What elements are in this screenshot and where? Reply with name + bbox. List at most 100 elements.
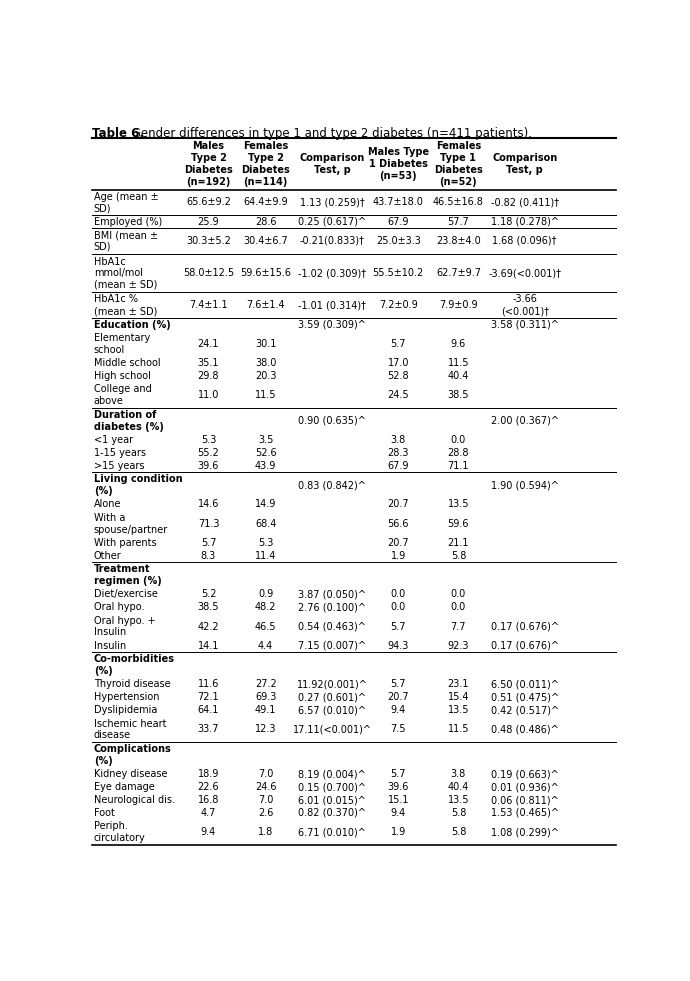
- Text: 0.0: 0.0: [391, 590, 406, 599]
- Text: 33.7: 33.7: [198, 724, 219, 735]
- Text: HbA1c %
(mean ± SD): HbA1c % (mean ± SD): [94, 294, 157, 316]
- Text: 7.6±1.4: 7.6±1.4: [246, 300, 285, 310]
- Text: 46.5±16.8: 46.5±16.8: [433, 197, 484, 207]
- Text: 0.90 (0.635)^: 0.90 (0.635)^: [298, 416, 366, 426]
- Text: 3.8: 3.8: [391, 436, 406, 445]
- Text: 46.5: 46.5: [255, 622, 277, 632]
- Text: 7.5: 7.5: [391, 724, 406, 735]
- Text: 62.7±9.7: 62.7±9.7: [436, 268, 481, 278]
- Text: 2.6: 2.6: [258, 808, 273, 818]
- Text: 1.68 (0.096)†: 1.68 (0.096)†: [493, 236, 557, 246]
- Text: 5.8: 5.8: [451, 827, 466, 837]
- Text: 0.0: 0.0: [391, 602, 406, 612]
- Text: 9.4: 9.4: [391, 705, 406, 715]
- Text: Ischemic heart
disease: Ischemic heart disease: [94, 719, 166, 741]
- Text: 7.4±1.1: 7.4±1.1: [189, 300, 228, 310]
- Text: 0.27 (0.601)^: 0.27 (0.601)^: [298, 693, 366, 702]
- Text: 6.57 (0.010)^: 6.57 (0.010)^: [298, 705, 366, 715]
- Text: 35.1: 35.1: [198, 358, 219, 368]
- Text: 30.1: 30.1: [255, 338, 277, 349]
- Text: 6.01 (0.015)^: 6.01 (0.015)^: [298, 796, 366, 805]
- Text: Comparison
Test, p: Comparison Test, p: [492, 153, 558, 175]
- Text: With parents: With parents: [94, 538, 157, 548]
- Text: 13.5: 13.5: [448, 796, 469, 805]
- Text: 40.4: 40.4: [448, 782, 469, 793]
- Text: Oral hypo. +
Insulin: Oral hypo. + Insulin: [94, 616, 155, 638]
- Text: 11.0: 11.0: [198, 390, 219, 400]
- Text: 3.8: 3.8: [451, 769, 466, 780]
- Text: 1.9: 1.9: [391, 551, 406, 561]
- Text: 52.8: 52.8: [388, 371, 409, 381]
- Text: 0.48 (0.486)^: 0.48 (0.486)^: [491, 724, 559, 735]
- Text: 2.00 (0.367)^: 2.00 (0.367)^: [491, 416, 559, 426]
- Text: 68.4: 68.4: [255, 519, 277, 529]
- Text: 20.7: 20.7: [388, 538, 409, 548]
- Text: 13.5: 13.5: [448, 499, 469, 509]
- Text: Diet/exercise: Diet/exercise: [94, 590, 157, 599]
- Text: 5.7: 5.7: [391, 622, 406, 632]
- Text: Employed (%): Employed (%): [94, 217, 162, 227]
- Text: Insulin: Insulin: [94, 641, 126, 650]
- Text: -3.66
(<0.001)†: -3.66 (<0.001)†: [501, 294, 549, 316]
- Text: 12.3: 12.3: [255, 724, 277, 735]
- Text: 0.19 (0.663)^: 0.19 (0.663)^: [491, 769, 559, 780]
- Text: 29.8: 29.8: [198, 371, 219, 381]
- Text: -1.01 (0.314)†: -1.01 (0.314)†: [298, 300, 366, 310]
- Text: 71.1: 71.1: [448, 461, 469, 471]
- Text: Neurological dis.: Neurological dis.: [94, 796, 175, 805]
- Text: 0.01 (0.936)^: 0.01 (0.936)^: [491, 782, 559, 793]
- Text: 14.1: 14.1: [198, 641, 219, 650]
- Text: 56.6: 56.6: [388, 519, 409, 529]
- Text: 64.4±9.9: 64.4±9.9: [244, 197, 288, 207]
- Text: Table 6.: Table 6.: [92, 127, 144, 139]
- Text: 0.17 (0.676)^: 0.17 (0.676)^: [491, 622, 559, 632]
- Text: 1.9: 1.9: [391, 827, 406, 837]
- Text: Co-morbidities
(%): Co-morbidities (%): [94, 654, 175, 676]
- Text: 5.7: 5.7: [391, 680, 406, 690]
- Text: Other: Other: [94, 551, 121, 561]
- Text: 15.4: 15.4: [448, 693, 469, 702]
- Text: Duration of
diabetes (%): Duration of diabetes (%): [94, 410, 164, 432]
- Text: 30.4±6.7: 30.4±6.7: [244, 236, 288, 246]
- Text: 4.7: 4.7: [201, 808, 216, 818]
- Text: 39.6: 39.6: [198, 461, 219, 471]
- Text: 11.6: 11.6: [198, 680, 219, 690]
- Text: 7.2±0.9: 7.2±0.9: [379, 300, 417, 310]
- Text: 43.7±18.0: 43.7±18.0: [373, 197, 424, 207]
- Text: 38.5: 38.5: [448, 390, 469, 400]
- Text: 28.6: 28.6: [255, 217, 277, 227]
- Text: 5.7: 5.7: [391, 338, 406, 349]
- Text: 0.9: 0.9: [258, 590, 273, 599]
- Text: 21.1: 21.1: [448, 538, 469, 548]
- Text: 0.83 (0.842)^: 0.83 (0.842)^: [298, 481, 366, 490]
- Text: 7.0: 7.0: [258, 796, 273, 805]
- Text: 3.59 (0.309)^: 3.59 (0.309)^: [298, 320, 366, 330]
- Text: Females
Type 1
Diabetes
(n=52): Females Type 1 Diabetes (n=52): [434, 141, 483, 186]
- Text: Alone: Alone: [94, 499, 121, 509]
- Text: 27.2: 27.2: [255, 680, 277, 690]
- Text: Hypertension: Hypertension: [94, 693, 159, 702]
- Text: 67.9: 67.9: [388, 217, 409, 227]
- Text: 52.6: 52.6: [255, 448, 277, 458]
- Text: Males
Type 2
Diabetes
(n=192): Males Type 2 Diabetes (n=192): [184, 141, 233, 186]
- Text: 2.76 (0.100)^: 2.76 (0.100)^: [298, 602, 366, 612]
- Text: 72.1: 72.1: [197, 693, 219, 702]
- Text: 14.6: 14.6: [198, 499, 219, 509]
- Text: 11.5: 11.5: [448, 724, 469, 735]
- Text: 71.3: 71.3: [198, 519, 219, 529]
- Text: 48.2: 48.2: [255, 602, 277, 612]
- Text: 5.3: 5.3: [201, 436, 216, 445]
- Text: 7.9±0.9: 7.9±0.9: [439, 300, 477, 310]
- Text: -3.69(<0.001)†: -3.69(<0.001)†: [489, 268, 561, 278]
- Text: 24.6: 24.6: [255, 782, 277, 793]
- Text: 23.8±4.0: 23.8±4.0: [436, 236, 481, 246]
- Text: 64.1: 64.1: [198, 705, 219, 715]
- Text: Complications
(%): Complications (%): [94, 745, 172, 766]
- Text: 0.0: 0.0: [451, 590, 466, 599]
- Text: 24.1: 24.1: [198, 338, 219, 349]
- Text: 9.4: 9.4: [201, 827, 216, 837]
- Text: 0.42 (0.517)^: 0.42 (0.517)^: [491, 705, 559, 715]
- Text: 5.2: 5.2: [201, 590, 216, 599]
- Text: 23.1: 23.1: [448, 680, 469, 690]
- Text: 30.3±5.2: 30.3±5.2: [186, 236, 231, 246]
